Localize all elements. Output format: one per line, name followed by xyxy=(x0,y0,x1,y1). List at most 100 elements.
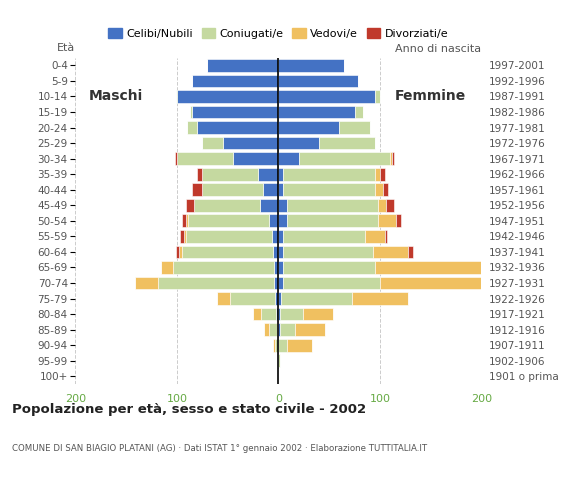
Bar xyxy=(278,106,354,119)
Bar xyxy=(277,323,278,336)
Bar xyxy=(287,215,378,227)
Bar xyxy=(179,245,182,258)
Text: COMUNE DI SAN BIAGIO PLATANI (AG) · Dati ISTAT 1° gennaio 2002 · Elaborazione TU: COMUNE DI SAN BIAGIO PLATANI (AG) · Dati… xyxy=(12,444,427,453)
Bar xyxy=(276,308,278,321)
Bar xyxy=(273,230,278,243)
Bar xyxy=(287,199,378,212)
Bar xyxy=(295,323,325,336)
Bar xyxy=(396,215,401,227)
Bar xyxy=(280,308,303,321)
Bar xyxy=(378,215,396,227)
Bar xyxy=(202,137,223,149)
Text: Maschi: Maschi xyxy=(89,89,143,104)
Bar xyxy=(274,276,278,289)
Bar xyxy=(390,152,392,165)
Bar xyxy=(278,74,357,87)
Bar xyxy=(278,121,339,134)
Bar xyxy=(284,245,373,258)
Bar xyxy=(188,215,269,227)
Bar xyxy=(280,323,295,336)
Bar xyxy=(135,276,158,289)
Bar xyxy=(158,276,274,289)
Bar xyxy=(392,152,394,165)
Bar xyxy=(284,168,375,180)
Bar xyxy=(278,59,345,72)
Bar xyxy=(223,137,278,149)
Bar xyxy=(278,261,284,274)
Bar xyxy=(269,323,277,336)
Bar xyxy=(281,292,353,305)
Text: Età: Età xyxy=(57,43,75,53)
Bar xyxy=(373,245,408,258)
Text: Femmine: Femmine xyxy=(395,89,466,104)
Bar xyxy=(202,183,263,196)
Bar xyxy=(339,121,369,134)
Bar xyxy=(276,339,278,351)
Bar xyxy=(260,199,278,212)
Bar xyxy=(278,183,284,196)
Bar xyxy=(378,199,386,212)
Bar xyxy=(278,90,375,103)
Text: Popolazione per età, sesso e stato civile - 2002: Popolazione per età, sesso e stato civil… xyxy=(12,403,366,416)
Bar xyxy=(375,168,380,180)
Bar xyxy=(278,168,284,180)
Bar xyxy=(380,276,537,289)
Bar xyxy=(173,261,274,274)
Bar xyxy=(202,168,258,180)
Bar xyxy=(278,215,287,227)
Bar xyxy=(278,354,280,367)
Bar xyxy=(177,152,233,165)
Bar xyxy=(319,137,375,149)
Bar xyxy=(175,152,177,165)
Bar xyxy=(273,245,278,258)
Bar xyxy=(278,199,287,212)
Bar xyxy=(190,106,192,119)
Bar xyxy=(184,230,186,243)
Bar xyxy=(197,121,278,134)
Bar xyxy=(264,323,269,336)
Bar xyxy=(194,199,260,212)
Bar xyxy=(263,183,278,196)
Bar xyxy=(177,90,278,103)
Bar xyxy=(278,276,284,289)
Bar xyxy=(386,199,394,212)
Bar xyxy=(258,168,278,180)
Bar xyxy=(278,230,284,243)
Bar xyxy=(278,339,287,351)
Bar xyxy=(187,121,197,134)
Bar xyxy=(375,183,383,196)
Bar xyxy=(278,152,299,165)
Bar xyxy=(186,199,194,212)
Bar xyxy=(375,261,487,274)
Bar xyxy=(218,292,230,305)
Bar xyxy=(186,230,273,243)
Legend: Celibi/Nubili, Coniugati/e, Vedovi/e, Divorziati/e: Celibi/Nubili, Coniugati/e, Vedovi/e, Di… xyxy=(104,24,453,43)
Bar xyxy=(385,230,387,243)
Bar xyxy=(278,292,281,305)
Bar xyxy=(354,106,362,119)
Bar xyxy=(192,106,278,119)
Bar xyxy=(284,261,375,274)
Bar xyxy=(161,261,173,274)
Bar xyxy=(278,245,284,258)
Bar xyxy=(197,168,202,180)
Bar xyxy=(176,245,179,258)
Bar xyxy=(365,230,385,243)
Bar xyxy=(253,308,261,321)
Bar xyxy=(287,339,312,351)
Bar xyxy=(278,137,319,149)
Bar xyxy=(182,245,273,258)
Bar xyxy=(269,215,278,227)
Bar xyxy=(192,74,278,87)
Bar xyxy=(207,59,278,72)
Bar xyxy=(276,292,278,305)
Bar xyxy=(284,276,380,289)
Bar xyxy=(383,183,388,196)
Bar xyxy=(278,323,280,336)
Bar xyxy=(192,183,202,196)
Bar xyxy=(230,292,276,305)
Bar xyxy=(278,308,280,321)
Bar xyxy=(284,230,365,243)
Bar xyxy=(353,292,408,305)
Bar xyxy=(375,90,380,103)
